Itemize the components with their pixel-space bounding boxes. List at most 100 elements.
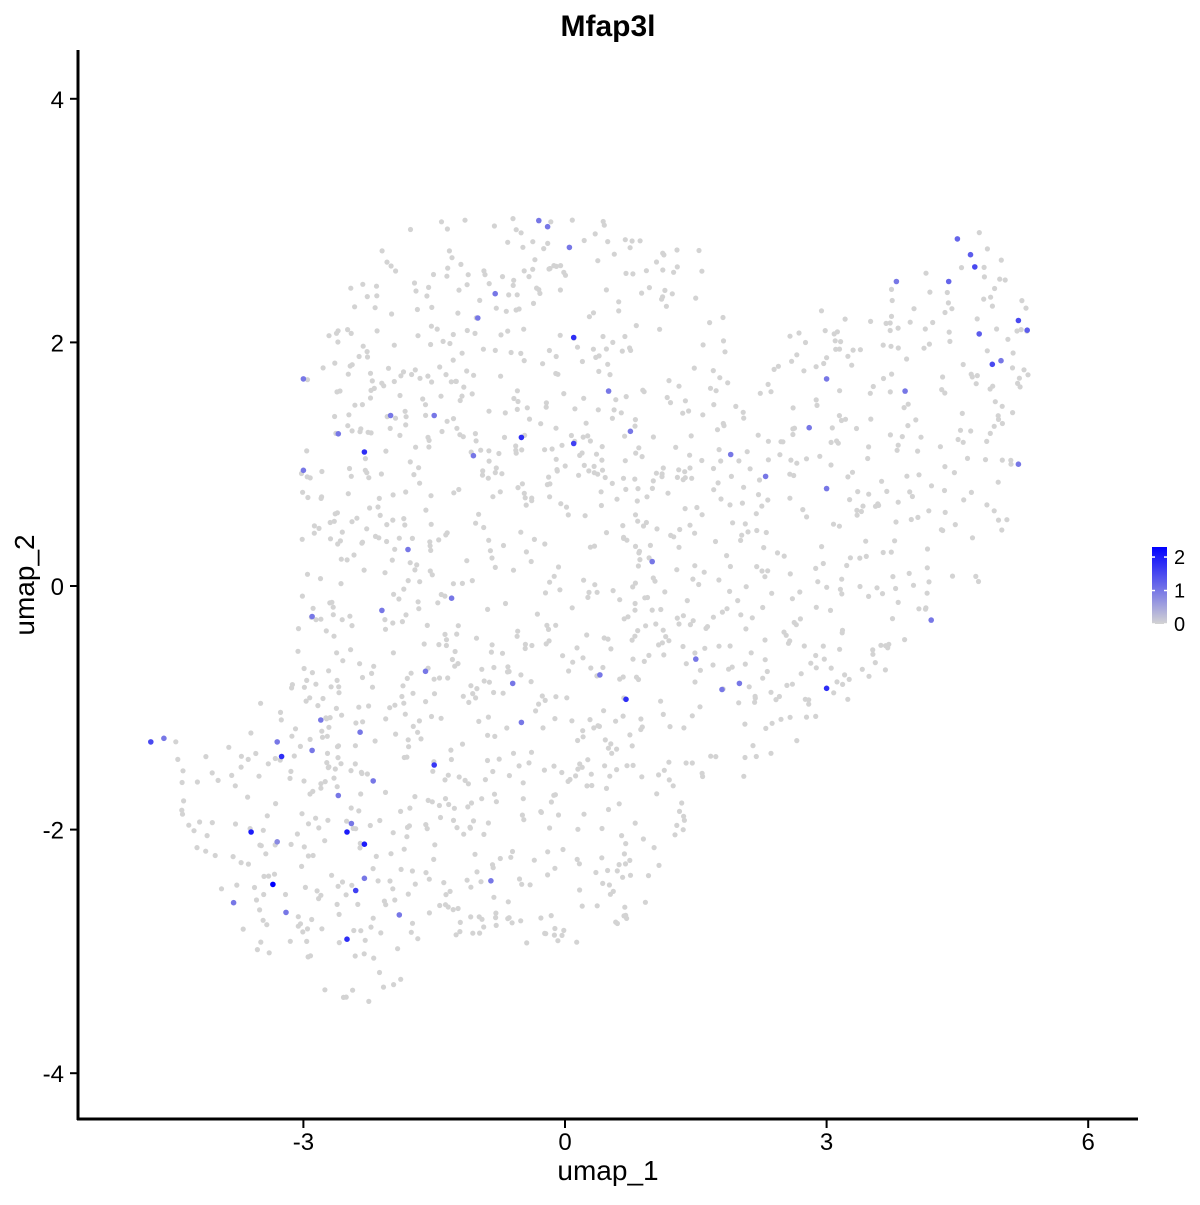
- cell-point: [528, 558, 534, 565]
- cell-point: [401, 516, 407, 522]
- cell-point: [837, 586, 844, 592]
- cell-point: [307, 736, 313, 743]
- cell-point: [260, 917, 266, 923]
- cell-point: [987, 430, 993, 436]
- cell-point: [614, 496, 620, 502]
- cell-point: [727, 643, 733, 649]
- cell-point: [581, 462, 587, 468]
- cell-point: [519, 447, 525, 453]
- cell-point: [968, 428, 974, 434]
- cell-point: [538, 421, 544, 427]
- cell-point: [761, 545, 767, 551]
- cell-point: [659, 296, 665, 302]
- cell-point: [603, 530, 610, 536]
- cell-point: [322, 987, 328, 993]
- cell-point: [656, 642, 662, 648]
- cell-point: [559, 442, 565, 448]
- cell-point: [261, 891, 267, 898]
- expressing-cell-point: [370, 778, 377, 784]
- cell-point: [813, 652, 819, 659]
- cell-point: [882, 667, 889, 673]
- cell-point: [609, 415, 616, 421]
- cell-point: [300, 489, 306, 495]
- cell-point: [364, 349, 370, 355]
- cell-point: [551, 573, 557, 579]
- cell-point: [650, 434, 657, 440]
- cell-point: [373, 283, 380, 289]
- cell-point: [622, 237, 628, 243]
- cell-point: [984, 246, 991, 252]
- cell-point: [505, 239, 511, 245]
- cell-point: [605, 867, 611, 874]
- cell-point: [334, 677, 340, 684]
- cell-point: [423, 699, 429, 705]
- cell-point: [522, 641, 529, 647]
- cell-point: [621, 534, 627, 541]
- cell-point: [426, 876, 432, 882]
- cell-point: [639, 774, 645, 780]
- cell-point: [458, 261, 464, 267]
- cell-point: [543, 400, 550, 406]
- cell-point: [409, 371, 415, 378]
- cell-point: [390, 492, 396, 498]
- cell-point: [389, 311, 395, 317]
- cell-point: [618, 410, 624, 416]
- cell-point: [485, 606, 491, 613]
- cell-point: [627, 732, 633, 738]
- cell-point: [476, 718, 482, 725]
- cell-point: [543, 641, 549, 647]
- cell-point: [468, 683, 474, 689]
- cell-point: [406, 744, 412, 750]
- cell-point: [574, 344, 581, 350]
- cell-point: [689, 760, 695, 766]
- cell-point: [713, 754, 719, 760]
- expressing-cell-point: [570, 334, 577, 341]
- cell-point: [486, 458, 492, 464]
- cell-point: [378, 930, 384, 936]
- expressing-cell-point: [270, 881, 276, 888]
- cell-point: [477, 930, 483, 936]
- cell-point: [496, 450, 502, 457]
- cell-point: [369, 684, 376, 690]
- cell-point: [398, 808, 404, 815]
- cell-point: [238, 764, 244, 770]
- cell-point: [282, 891, 289, 898]
- cell-point: [426, 444, 432, 450]
- x-tick-label: 0: [558, 1129, 571, 1156]
- cell-point: [1008, 457, 1014, 463]
- cell-point: [316, 825, 322, 831]
- cell-point: [301, 684, 307, 690]
- cell-point: [687, 522, 693, 528]
- cell-point: [500, 542, 507, 549]
- cell-point: [813, 604, 819, 610]
- expressing-cell-point: [230, 899, 237, 906]
- cell-point: [601, 708, 607, 714]
- cell-point: [428, 521, 434, 527]
- cell-point: [324, 760, 330, 766]
- cell-point: [541, 246, 547, 252]
- cell-point: [318, 892, 324, 898]
- cell-point: [451, 805, 457, 811]
- cell-point: [973, 573, 979, 580]
- cell-point: [358, 928, 364, 934]
- cell-point: [849, 362, 855, 368]
- cell-point: [981, 274, 988, 280]
- cell-point: [642, 899, 649, 905]
- cell-point: [320, 365, 326, 371]
- cell-point: [370, 915, 376, 921]
- cell-point: [583, 420, 589, 426]
- cell-point: [488, 649, 494, 655]
- y-axis-ticks: -4 -2 0 2 4: [43, 87, 78, 1088]
- cell-point: [928, 483, 935, 489]
- chart-title: Mfap3l: [560, 10, 655, 43]
- cell-point: [820, 560, 826, 567]
- cell-point: [895, 325, 901, 331]
- cell-point: [338, 556, 344, 562]
- cell-point: [260, 827, 266, 833]
- cell-point: [741, 773, 747, 779]
- cell-point: [324, 750, 331, 757]
- cell-point: [565, 512, 571, 518]
- cell-point: [436, 675, 443, 681]
- cell-point: [367, 822, 373, 829]
- cell-point: [212, 852, 218, 859]
